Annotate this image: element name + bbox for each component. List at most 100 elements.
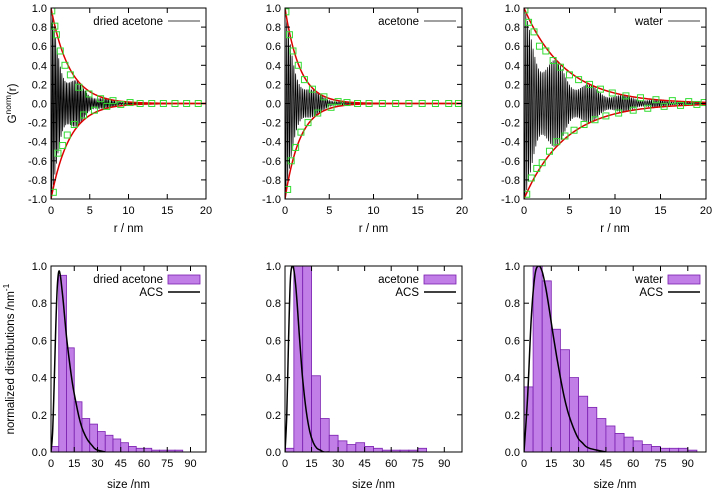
histogram-bar (670, 448, 679, 452)
x-tick-label: 15 (68, 458, 80, 470)
legend-label: ACS (639, 287, 663, 299)
x-tick-label: 60 (385, 458, 397, 470)
histogram-bar (338, 441, 347, 452)
x-tick-label: 45 (359, 458, 371, 470)
x-tick-label: 75 (654, 458, 666, 470)
x-tick-label: 90 (184, 458, 196, 470)
y-tick-label: 1.0 (266, 261, 281, 273)
y-tick-label: 0.4 (505, 60, 520, 72)
envelope-lower-curve (51, 104, 206, 199)
envelope-lower-curve (524, 105, 706, 199)
x-tick-label: 10 (122, 205, 134, 217)
legend-label: water (634, 16, 663, 28)
x-tick-label: 45 (600, 458, 612, 470)
histogram-bar (144, 448, 152, 452)
y-tick-label: 0.6 (32, 335, 47, 347)
legend-label: acetone (378, 274, 419, 286)
y-tick-label: -0.4 (262, 137, 281, 149)
y-tick-label: -0.2 (501, 118, 520, 130)
y-tick-label: 0.8 (32, 298, 47, 310)
x-axis-label: r / nm (114, 223, 143, 235)
legend-entry: dried acetone (93, 274, 200, 286)
x-tick-label: 15 (412, 205, 424, 217)
y-tick-label: 0.2 (505, 410, 520, 422)
histogram-bar (606, 426, 615, 452)
x-tick-label: 45 (115, 458, 127, 470)
x-tick-label: 20 (200, 205, 212, 217)
y-tick-label: 1.0 (505, 3, 520, 15)
legend-entry: water (634, 16, 700, 28)
x-tick-label: 60 (138, 458, 150, 470)
y-tick-label: -0.6 (262, 156, 281, 168)
panel-bottom-middle: 0 15 30 45 60 75 900.00.20.40.60.81.0size /nma… (266, 261, 462, 491)
x-tick-label: 0 (48, 205, 54, 217)
y-tick-label: -0.6 (28, 156, 47, 168)
legend-entry: acetone (378, 274, 456, 286)
plot-frame (524, 8, 706, 199)
histogram-bar (129, 446, 137, 452)
histogram-bar (320, 419, 329, 452)
histogram-bar (679, 448, 688, 452)
histogram-bar (624, 437, 633, 452)
histogram-bar (633, 441, 642, 452)
x-axis-label: size /nm (352, 479, 395, 491)
legend-label: water (634, 274, 663, 286)
envelope-lower-curve (285, 104, 462, 200)
panel-bottom-left: 0 15 30 45 60 75 900.00.20.40.60.81.0size /nmn… (1, 261, 206, 491)
y-tick-label: 0.2 (32, 79, 47, 91)
y-tick-label: 0.2 (266, 79, 281, 91)
panel-top-left: 0 5 10 15 20-1.0-0.8-0.6-0.4-0.20.00.20.40.6… (3, 3, 212, 235)
x-axis-label: r / nm (600, 223, 629, 235)
legend-label: ACS (139, 287, 163, 299)
histogram-bar (98, 432, 106, 452)
panel-bottom-right: 0 15 30 45 60 75 90 0.0 0.2 0.4 0.6 0.8 1.0 size /nm w… (505, 261, 706, 491)
y-tick-label: 0.0 (32, 99, 47, 111)
y-tick-label: -0.2 (28, 118, 47, 130)
x-tick-label: 0 (282, 205, 288, 217)
histogram-bar (597, 419, 606, 452)
x-tick-label: 10 (367, 205, 379, 217)
panel-top-middle: 0 5 10 15 20-1.0-0.8-0.6-0.4-0.20.00.20.40.6… (262, 3, 468, 235)
y-tick-label: -0.6 (501, 156, 520, 168)
legend-label: ACS (395, 287, 419, 299)
y-tick-label: 0.8 (266, 298, 281, 310)
y-axis-label-main: G (7, 114, 19, 123)
x-axis-label: size /nm (594, 479, 637, 491)
y-tick-label: 0.8 (505, 22, 520, 34)
histogram-bar (285, 448, 294, 452)
x-axis-label: size /nm (107, 479, 150, 491)
x-tick-label: 30 (91, 458, 103, 470)
legend-entry: dried acetone (93, 16, 200, 28)
y-tick-label: 0.6 (505, 335, 520, 347)
legend-entry: water (634, 274, 700, 286)
histogram-bar (374, 448, 383, 452)
y-axis-label-tail: (r) (7, 83, 19, 95)
y-tick-label: -0.4 (501, 137, 520, 149)
x-tick-label: 90 (438, 458, 450, 470)
y-tick-label: 0.4 (32, 60, 47, 72)
y-tick-label: 0.2 (505, 79, 520, 91)
envelope-upper-curve (285, 8, 462, 104)
y-axis-label: Gnorm(r) (3, 83, 19, 123)
marker-point (536, 43, 542, 49)
histogram-bar (533, 266, 542, 452)
y-tick-label: -0.8 (501, 175, 520, 187)
y-tick-label: 0.2 (32, 410, 47, 422)
y-tick-label: 0.2 (266, 410, 281, 422)
y-tick-label: 0.6 (505, 41, 520, 53)
y-tick-label: 1.0 (32, 261, 47, 273)
legend-sample-bar (668, 275, 700, 284)
histogram-bar (615, 433, 624, 452)
histogram-bar (418, 448, 427, 452)
y-tick-label: 0.0 (266, 99, 281, 111)
y-tick-label: 0.8 (505, 298, 520, 310)
x-tick-label: 0 (521, 205, 527, 217)
y-tick-label: 1.0 (266, 3, 281, 15)
legend-label: acetone (378, 16, 419, 28)
panel-top-right: 0 5 10 15 20-1.0-0.8-0.6-0.4-0.20.00.20.40.6… (501, 3, 712, 235)
legend-entry: ACS (139, 287, 200, 299)
histogram-bar (365, 446, 374, 452)
y-axis-label-main: normalized distributions /nm (5, 291, 17, 434)
y-tick-label: 0.0 (505, 99, 520, 111)
y-tick-label: 0.6 (32, 41, 47, 53)
